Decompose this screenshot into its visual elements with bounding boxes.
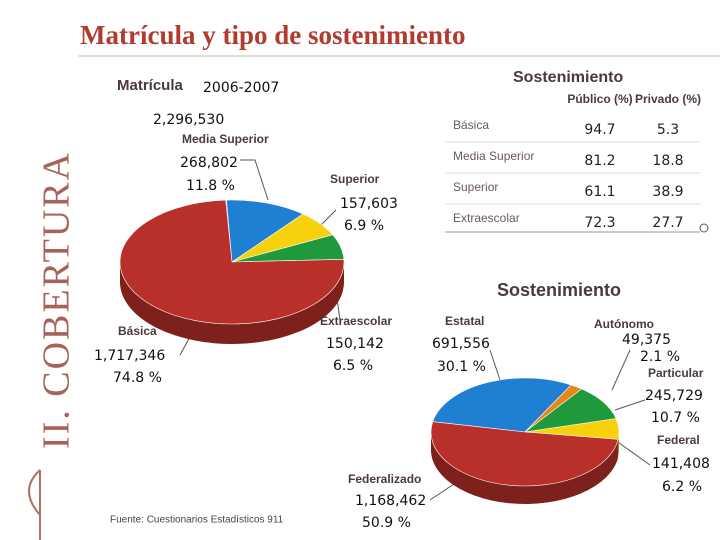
percent-label: 30.1 % xyxy=(437,359,486,375)
pie-slice xyxy=(432,377,572,433)
percent-label: 10.7 % xyxy=(651,410,700,426)
value-label: 245,729 xyxy=(645,388,703,404)
category-label: Particular xyxy=(648,366,704,380)
chart-title: Matrícula xyxy=(117,77,184,94)
marker xyxy=(699,223,709,233)
category-label: Autónomo xyxy=(594,317,654,331)
percent-label: 2.1 % xyxy=(640,349,680,365)
value-label: 157,603 xyxy=(340,196,398,212)
cell: 18.8 xyxy=(652,153,683,169)
value-label: 691,556 xyxy=(432,336,490,352)
value-label: 49,375 xyxy=(622,332,671,348)
chart-subtitle: 2006-2007 xyxy=(203,80,279,96)
cell: 5.3 xyxy=(657,122,679,138)
category-label: Federalizado xyxy=(348,472,421,486)
table-title: Sostenimiento xyxy=(513,69,623,86)
percent-label: 74.8 % xyxy=(113,370,162,386)
chart-title: Sostenimiento xyxy=(497,280,621,300)
ornament xyxy=(28,469,41,540)
cell: 72.3 xyxy=(584,215,615,231)
category-label: Federal xyxy=(657,433,700,447)
leader xyxy=(614,439,651,466)
cell: 38.9 xyxy=(652,184,683,200)
leader xyxy=(614,399,646,411)
cell: 94.7 xyxy=(584,122,615,138)
table-header: Privado (%) xyxy=(635,92,701,106)
leader xyxy=(489,349,501,381)
table-header: Público (%) xyxy=(567,92,632,106)
source: Fuente: Cuestionarios Estadísticos 911 xyxy=(110,515,284,526)
percent-label: 6.5 % xyxy=(333,358,373,374)
value-label: 1,717,346 xyxy=(94,348,165,364)
pie-slice xyxy=(119,199,345,325)
percent-label: 6.9 % xyxy=(344,218,384,234)
category-label: Básica xyxy=(118,324,157,338)
row-label: Básica xyxy=(453,118,489,132)
percent-label: 11.8 % xyxy=(186,178,235,194)
percent-label: 6.2 % xyxy=(662,479,702,495)
category-label: Superior xyxy=(330,172,380,186)
cell: 27.7 xyxy=(652,215,683,231)
value-label: 150,142 xyxy=(326,336,384,352)
value-label: 268,802 xyxy=(180,155,238,171)
category-label: Extraescolar xyxy=(320,314,392,328)
row-label: Media Superior xyxy=(453,149,534,163)
row-label: Extraescolar xyxy=(453,211,520,225)
category-label: Media Superior xyxy=(182,132,269,146)
section-label: II. COBERTURA xyxy=(36,151,78,449)
percent-label: 50.9 % xyxy=(362,515,411,531)
slide-title: Matrícula y tipo de sostenimiento xyxy=(80,20,465,50)
total-label: 2,296,530 xyxy=(153,112,224,128)
leader xyxy=(611,349,631,391)
leader xyxy=(240,159,269,201)
value-label: 1,168,462 xyxy=(355,493,426,509)
value-label: 141,408 xyxy=(652,456,710,472)
category-label: Estatal xyxy=(445,314,484,328)
pie-slice xyxy=(226,199,304,263)
row-label: Superior xyxy=(453,180,498,194)
pie-slice xyxy=(430,421,619,487)
cell: 61.1 xyxy=(584,184,615,200)
cell: 81.2 xyxy=(584,153,615,169)
